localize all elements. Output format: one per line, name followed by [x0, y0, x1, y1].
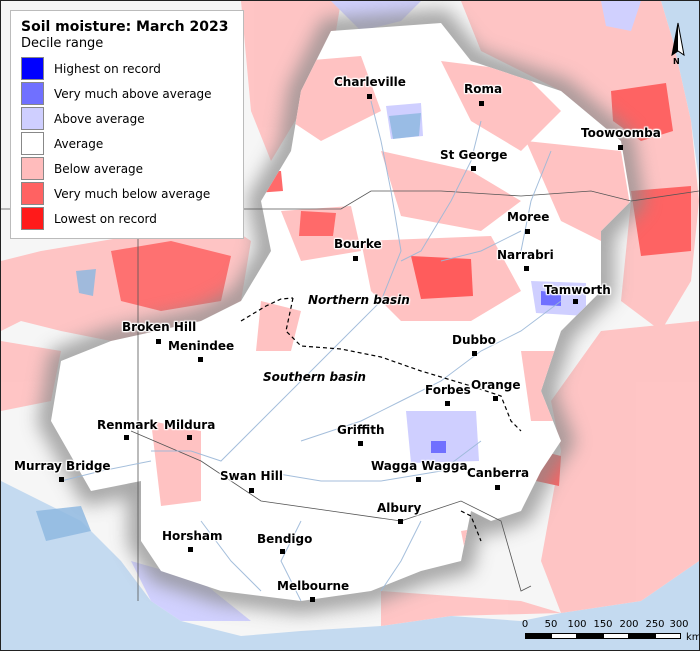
legend-row-above: Above average: [21, 106, 233, 131]
legend-label-highest: Highest on record: [54, 61, 161, 76]
legend-row-very-much-above: Very much above average: [21, 81, 233, 106]
scale-bar: 0 50 100 150 200 250 300 km: [521, 619, 699, 647]
town-label-bourke: Bourke: [334, 237, 382, 251]
town-marker-bourke: [353, 256, 358, 261]
north-arrow: N: [669, 21, 687, 66]
town-marker-st-george: [471, 166, 476, 171]
town-label-menindee: Menindee: [168, 339, 235, 353]
town-marker-swan-hill: [249, 488, 254, 493]
outer-anomaly-regions: [1, 1, 699, 626]
town-marker-griffith: [358, 441, 363, 446]
scale-unit: km: [686, 632, 700, 643]
legend-swatch-lowest: [21, 207, 44, 230]
scale-segment: [577, 633, 603, 639]
town-label-st-george: St George: [440, 148, 508, 162]
southern-basin-label: Southern basin: [263, 370, 366, 384]
town-label-swan-hill: Swan Hill: [220, 469, 283, 483]
legend-swatch-very-much-above: [21, 82, 44, 105]
town-marker-forbes: [445, 401, 450, 406]
town-marker-charleville: [367, 94, 372, 99]
legend-label-below: Below average: [54, 161, 144, 176]
legend-swatch-highest: [21, 57, 44, 80]
scale-tick: 0: [521, 619, 529, 630]
town-label-bendigo: Bendigo: [257, 532, 313, 546]
town-marker-tamworth: [573, 299, 578, 304]
scale-segment: [655, 633, 681, 639]
town-label-melbourne: Melbourne: [277, 579, 350, 593]
town-marker-melbourne: [310, 597, 315, 602]
town-label-murray-bridge: Murray Bridge: [14, 459, 111, 473]
basin-boundary: [240, 297, 522, 542]
town-marker-broken-hill: [156, 339, 161, 344]
town-marker-toowoomba: [618, 145, 623, 150]
legend-swatch-above: [21, 107, 44, 130]
town-label-mildura: Mildura: [164, 418, 216, 432]
legend-subtitle: Decile range: [21, 36, 104, 51]
town-label-roma: Roma: [464, 82, 503, 96]
legend-swatch-average: [21, 132, 44, 155]
scale-segment: [551, 633, 577, 639]
scale-segment: [525, 633, 551, 639]
legend-label-very-much-below: Very much below average: [54, 186, 211, 201]
town-label-orange: Orange: [471, 378, 521, 392]
scale-tick: 300: [669, 619, 689, 630]
town-marker-bendigo: [280, 549, 285, 554]
town-label-toowoomba: Toowoomba: [581, 126, 661, 140]
legend-row-below: Below average: [21, 156, 233, 181]
town-marker-moree: [525, 229, 530, 234]
town-label-charleville: Charleville: [334, 75, 406, 89]
town-marker-orange: [493, 396, 498, 401]
north-arrow-label: N: [673, 57, 680, 66]
basin-anomaly-regions: [151, 56, 631, 581]
legend-row-lowest: Lowest on record: [21, 206, 233, 231]
legend-row-highest: Highest on record: [21, 56, 233, 81]
town-label-griffith: Griffith: [337, 423, 385, 437]
scale-tick: 200: [619, 619, 639, 630]
town-label-albury: Albury: [377, 501, 422, 515]
town-label-tamworth: Tamworth: [544, 283, 611, 297]
legend-label-very-much-above: Very much above average: [54, 86, 212, 101]
legend-label-lowest: Lowest on record: [54, 211, 157, 226]
town-label-narrabri: Narrabri: [497, 248, 554, 262]
scale-segment: [603, 633, 629, 639]
scale-tick: 150: [593, 619, 613, 630]
scale-tick: 250: [645, 619, 665, 630]
legend-title: Soil moisture: March 2023: [21, 19, 229, 35]
town-marker-roma: [479, 101, 484, 106]
town-marker-wagga-wagga: [416, 477, 421, 482]
legend-row-average: Average: [21, 131, 233, 156]
town-marker-canberra: [495, 485, 500, 490]
lakes: [36, 113, 421, 541]
town-label-canberra: Canberra: [467, 466, 530, 480]
legend-swatch-below: [21, 157, 44, 180]
town-label-dubbo: Dubbo: [452, 333, 496, 347]
scale-segment: [629, 633, 655, 639]
scale-tick: 50: [544, 619, 558, 630]
town-marker-horsham: [188, 547, 193, 552]
town-label-renmark: Renmark: [97, 418, 158, 432]
town-label-horsham: Horsham: [162, 529, 223, 543]
legend-label-average: Average: [54, 136, 104, 151]
town-marker-narrabri: [524, 266, 529, 271]
north-arrow-icon: [671, 22, 685, 57]
town-label-wagga-wagga: Wagga Wagga: [371, 459, 468, 473]
town-label-moree: Moree: [507, 210, 550, 224]
town-marker-renmark: [124, 435, 129, 440]
legend-row-very-much-below: Very much below average: [21, 181, 233, 206]
scale-tick: 100: [567, 619, 587, 630]
rivers: [60, 100, 562, 602]
town-marker-dubbo: [472, 351, 477, 356]
town-marker-albury: [398, 519, 403, 524]
town-marker-murray-bridge: [59, 477, 64, 482]
town-label-broken-hill: Broken Hill: [122, 320, 197, 334]
town-marker-menindee: [198, 357, 203, 362]
legend-swatch-very-much-below: [21, 182, 44, 205]
legend: Soil moisture: March 2023 Decile range H…: [10, 10, 244, 239]
town-label-forbes: Forbes: [425, 383, 471, 397]
northern-basin-label: Northern basin: [308, 293, 410, 307]
town-marker-mildura: [187, 435, 192, 440]
legend-label-above: Above average: [54, 111, 145, 126]
